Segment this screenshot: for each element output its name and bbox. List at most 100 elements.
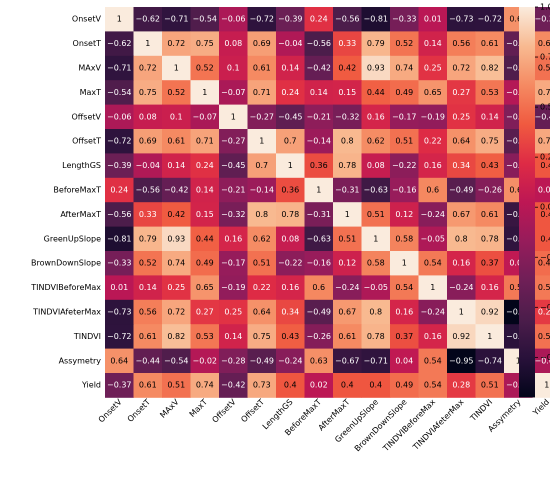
cell-value-label: 0.82 <box>167 332 185 341</box>
cell-value-label: −0.22 <box>278 259 303 268</box>
cell-value-label: −0.72 <box>107 332 132 341</box>
heatmap-cell <box>361 251 391 276</box>
cell-value-label: −0.22 <box>392 161 417 170</box>
cell-value-label: −0.02 <box>506 88 531 97</box>
cell-value-label: 0.54 <box>424 259 442 268</box>
heatmap-cell <box>276 226 305 252</box>
cell-value-label: 0.71 <box>196 137 214 146</box>
cell-value-label: 0.51 <box>367 210 385 219</box>
cell-value-label: 0.6 <box>312 283 325 292</box>
cell-value-label: −0.27 <box>249 112 274 121</box>
heatmap-cell <box>333 226 362 252</box>
heatmap-cell <box>447 275 476 301</box>
heatmap-cell <box>219 153 248 179</box>
heatmap-cell <box>190 129 220 154</box>
cell-value-label: 0.43 <box>481 161 499 170</box>
heatmap-cell <box>475 275 505 301</box>
cell-value-label: −0.44 <box>135 356 160 365</box>
cell-value-label: −0.16 <box>392 186 417 195</box>
cell-value-label: 0.62 <box>253 234 271 243</box>
cell-value-label: 0.16 <box>452 259 470 268</box>
cell-value-label: −0.31 <box>335 186 360 195</box>
cell-value-label: 0.74 <box>538 88 550 97</box>
cell-value-label: −0.42 <box>221 381 246 390</box>
cell-value-label: 0.22 <box>424 137 442 146</box>
cell-value-label: 0.61 <box>338 332 356 341</box>
cell-value-label: −0.62 <box>135 15 160 24</box>
heatmap-cell <box>532 80 550 105</box>
cell-value-label: 0.78 <box>338 161 356 170</box>
cell-value-label: −0.54 <box>107 88 132 97</box>
cell-value-label: 0.64 <box>509 15 527 24</box>
heatmap-cell <box>190 324 220 349</box>
heatmap-cell <box>418 31 448 57</box>
colorbar-tick-label: 0.75 <box>540 53 550 62</box>
heatmap-cell <box>418 373 448 398</box>
cell-value-label: 0.54 <box>424 381 442 390</box>
heatmap-cell <box>361 31 391 57</box>
cell-value-label: 0.61 <box>538 39 550 48</box>
heatmap-cell <box>532 226 550 252</box>
cell-value-label: 0.08 <box>281 234 299 243</box>
heatmap-cell <box>219 373 248 398</box>
heatmap-cell <box>247 177 277 203</box>
heatmap-cell <box>304 129 334 154</box>
heatmap-cell <box>304 80 334 105</box>
cell-value-label: 0.49 <box>395 88 413 97</box>
heatmap-cell <box>276 299 305 325</box>
cell-value-label: 1 <box>316 186 321 195</box>
y-axis-tick-labels: OnsetV OnsetT MAxV MaxT OffsetV OffsetT Length… <box>30 15 101 390</box>
cell-value-label: 0.14 <box>167 161 185 170</box>
heatmap-cell <box>133 129 163 154</box>
cell-value-label: 0.62 <box>367 137 385 146</box>
heatmap-cell <box>418 129 448 154</box>
heatmap-cell <box>247 373 277 398</box>
cell-value-label: 0.72 <box>167 308 185 317</box>
heatmap-cell <box>361 7 391 32</box>
cell-value-label: 1 <box>430 283 435 292</box>
y-tick-label: Assymetry <box>59 356 102 365</box>
heatmap-cell <box>105 324 134 349</box>
cell-value-label: 0.54 <box>509 283 527 292</box>
heatmap-cell <box>190 348 220 374</box>
heatmap-cell <box>162 324 191 349</box>
heatmap-cell <box>162 7 191 32</box>
cell-value-label: 0.51 <box>538 332 550 341</box>
cell-value-label: 0.37 <box>395 332 413 341</box>
cell-value-label: −0.26 <box>306 332 331 341</box>
heatmap-cell <box>333 299 362 325</box>
cell-value-label: 0.1 <box>227 64 240 73</box>
cell-value-label: −0.28 <box>506 112 531 121</box>
heatmap-cell <box>247 7 277 32</box>
cell-value-label: −0.26 <box>477 186 502 195</box>
cell-value-label: 0.4 <box>540 210 550 219</box>
cell-value-label: −0.45 <box>221 161 246 170</box>
heatmap-cell <box>418 324 448 349</box>
cell-value-label: −0.72 <box>107 137 132 146</box>
heatmap-cell <box>276 348 305 374</box>
heatmap-cell <box>162 202 191 227</box>
heatmap-cell <box>475 31 505 57</box>
cell-value-label: −0.49 <box>249 356 274 365</box>
heatmap-cell <box>105 31 134 57</box>
heatmap-cell <box>105 373 134 398</box>
cell-value-label: 0.74 <box>167 259 185 268</box>
heatmap-cell <box>418 104 448 130</box>
colorbar-tick-label: 0.50 <box>540 103 550 112</box>
x-tick-label: OnsetV <box>97 397 124 424</box>
heatmap-cell <box>475 348 505 374</box>
cell-value-label: 0.69 <box>139 137 157 146</box>
cell-value-label: −0.45 <box>278 112 303 121</box>
heatmap-cell <box>304 348 334 374</box>
heatmap-cell <box>333 153 362 179</box>
cell-value-label: −0.19 <box>420 112 445 121</box>
y-tick-label: OffsetT <box>72 137 101 146</box>
cell-value-label: 0.75 <box>196 39 214 48</box>
cell-value-label: −0.17 <box>392 112 417 121</box>
heatmap-cell <box>247 129 277 154</box>
heatmap-cell <box>190 80 220 105</box>
heatmap-cell <box>162 55 191 81</box>
cell-value-label: 0.65 <box>196 283 214 292</box>
heatmap-cell <box>304 373 334 398</box>
cell-value-label: 0.15 <box>338 88 356 97</box>
